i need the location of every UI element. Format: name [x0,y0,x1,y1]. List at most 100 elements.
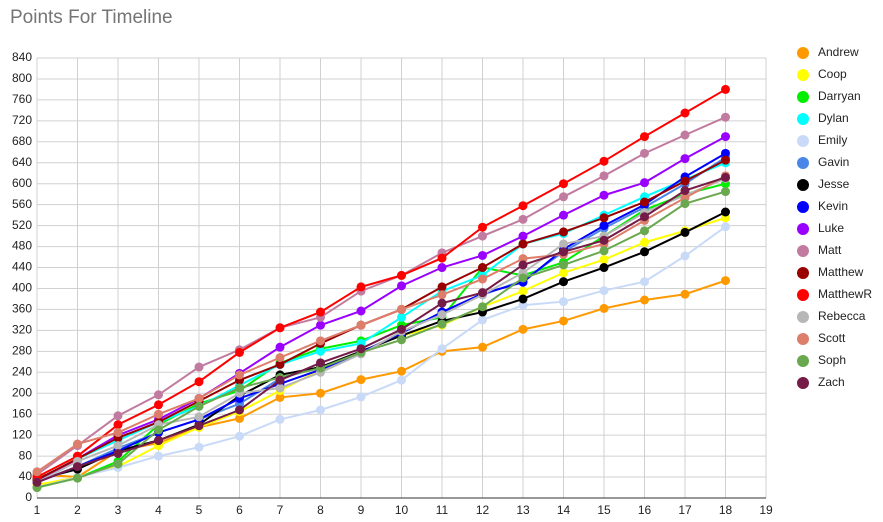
legend-swatch [797,223,809,235]
data-point [235,431,244,441]
y-tick-label: 40 [19,469,33,483]
y-tick-label: 440 [12,260,32,274]
data-point [437,282,447,292]
data-point [356,392,366,402]
data-point [154,390,163,400]
y-tick-label: 0 [25,490,32,504]
data-point [721,222,730,232]
legend-swatch [797,245,809,257]
data-point [478,315,487,325]
data-point [721,148,730,158]
x-tick-label: 15 [597,503,611,517]
series-line [36,116,726,476]
x-tick-label: 10 [395,503,409,517]
data-point [680,199,690,209]
data-point [599,221,609,231]
chart-title: Points For Timeline [10,7,173,28]
y-tick-label: 600 [12,176,32,190]
data-point [437,263,447,273]
data-point [316,346,325,356]
data-point [478,274,487,284]
legend-swatch [797,91,809,103]
data-point [680,130,690,140]
x-tick-label: 4 [155,503,162,517]
data-point [73,462,82,472]
y-tick-label: 200 [12,385,32,399]
data-point [275,323,285,333]
data-point [518,260,528,270]
data-point [680,186,690,196]
y-tick-label: 480 [12,239,32,253]
data-point [316,388,325,398]
data-point [194,401,204,411]
data-point [235,413,244,423]
data-point [518,300,528,310]
series-line [36,174,726,473]
data-point [640,197,649,207]
data-point [356,320,366,330]
data-point [113,441,123,451]
y-tick-label: 320 [12,323,32,337]
data-point [113,459,123,469]
y-tick-label: 160 [12,406,32,420]
data-point [599,286,609,296]
data-point [397,312,406,322]
legend-swatch [797,267,809,279]
data-point [721,112,730,122]
data-point [599,171,609,181]
data-point [680,108,690,118]
series-line [36,279,726,479]
legend-swatch [797,355,809,367]
series-line [36,190,726,489]
legend-swatch [797,135,809,147]
data-point [518,273,528,283]
legend-label: Jesse [818,177,850,191]
data-point [275,359,285,369]
data-point [194,412,204,422]
data-point [640,295,649,305]
data-point [721,84,730,94]
legend-label: Dylan [818,111,849,125]
data-point [559,239,568,249]
data-point [397,366,406,376]
x-tick-label: 17 [678,503,692,517]
data-point [316,336,325,346]
series-line [36,88,727,478]
y-tick-label: 720 [12,113,32,127]
data-point [73,439,82,449]
data-point [478,342,487,352]
x-tick-label: 3 [115,503,122,517]
data-point [397,324,406,334]
data-point [397,375,406,385]
data-point [559,179,568,189]
data-point [437,290,447,300]
data-point [680,176,690,186]
legend-label: Darryan [818,89,861,103]
y-tick-label: 760 [12,92,32,106]
data-point [640,226,649,236]
data-point [721,155,730,165]
legend-label: Gavin [818,155,849,169]
legend-swatch [797,47,809,59]
data-point [275,353,285,363]
data-point [478,231,487,241]
data-point [559,316,568,326]
data-point [518,239,528,249]
data-point [356,344,366,354]
data-point [437,310,447,320]
y-tick-label: 680 [12,134,32,148]
y-tick-label: 240 [12,364,32,378]
data-point [32,477,42,487]
data-point [73,473,82,483]
data-point [478,222,487,232]
data-point [316,405,325,415]
legend-label: Kevin [818,199,848,213]
x-tick-label: 6 [236,503,243,517]
legend-swatch [797,179,809,191]
data-point [397,270,406,280]
data-point [478,263,487,273]
data-point [437,319,447,329]
data-point [235,347,244,357]
data-point [640,212,649,222]
